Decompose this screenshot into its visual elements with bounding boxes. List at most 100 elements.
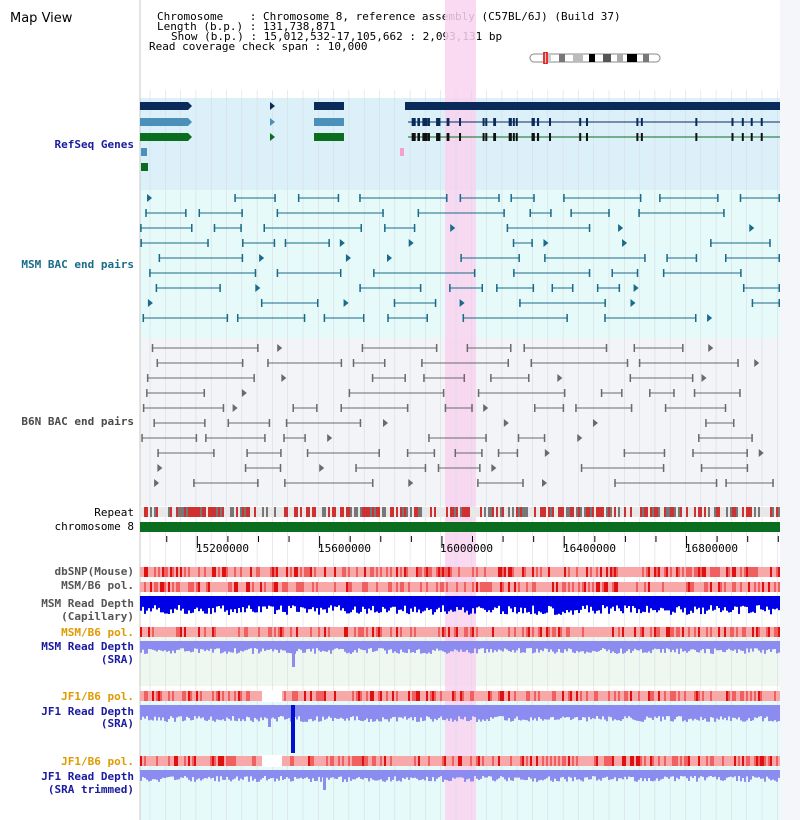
- jf1-depth-trim-bar: [610, 770, 612, 780]
- msm-depth-cap-bar: [564, 596, 566, 614]
- msm-depth-sra-bar: [296, 641, 298, 652]
- msm-depth-sra-bar: [404, 641, 406, 653]
- jf1-pol-trim-cell: [430, 756, 432, 766]
- jf1-pol-trim-cell: [516, 756, 518, 766]
- repeat-element: [514, 507, 516, 517]
- msm-pol-sra-cell: [148, 627, 150, 637]
- msm-bac-pair-end: [254, 269, 257, 277]
- msm-pol-cell: [170, 582, 172, 592]
- jf1-depth-bar: [492, 705, 494, 719]
- msm-pol-sra-cell: [600, 627, 602, 637]
- dbsnp-cell: [414, 567, 416, 577]
- jf1-pol-cell: [750, 691, 752, 701]
- msm-pol-sra-cell: [746, 627, 748, 637]
- dbsnp-cell: [554, 567, 556, 577]
- jf1-pol-trim-cell: [718, 756, 720, 766]
- jf1-pol-trim-cell: [762, 756, 764, 766]
- repeat-element: [282, 507, 284, 517]
- dbsnp-cell: [286, 567, 288, 577]
- jf1-depth-bar: [420, 705, 422, 718]
- jf1-depth-trim-bar: [384, 770, 386, 782]
- msm-pol-sra-cell: [178, 627, 180, 637]
- jf1-depth-bar: [320, 705, 322, 722]
- msm-bac-pair-end: [544, 254, 546, 262]
- msm-pol-cell: [660, 582, 662, 592]
- msm-pol-sra-cell: [470, 627, 472, 637]
- jf1-depth-bar: [226, 705, 228, 718]
- jf1-pol-trim-cell: [346, 756, 348, 766]
- msm-bac-pair-end: [459, 299, 465, 307]
- msm-pol-cell: [602, 582, 604, 592]
- msm-pol-sra-cell: [450, 627, 452, 637]
- jf1-pol-trim-cell: [398, 756, 400, 766]
- b6n-bac-pair-end: [739, 389, 741, 397]
- dbsnp-cell: [182, 567, 184, 577]
- jf1-pol-trim-cell: [542, 756, 544, 766]
- repeat-element: [358, 507, 360, 517]
- msm-pol-sra-cell: [608, 627, 610, 637]
- b6n-bac-pair-end: [203, 389, 206, 397]
- repeat-element: [616, 507, 618, 517]
- msm-pol-cell: [342, 582, 344, 592]
- msm-depth-cap-bar: [540, 596, 542, 613]
- b6n-bac-pair-end: [268, 419, 271, 427]
- repeat-element: [618, 507, 620, 517]
- jf1-depth-trim-bar: [732, 770, 734, 778]
- msm-pol-cell: [302, 582, 304, 592]
- msm-pol-sra-cell: [524, 627, 526, 637]
- dbsnp-cell: [230, 567, 232, 577]
- jf1-pol-trim-cell: [688, 756, 690, 766]
- dbsnp-cell: [358, 567, 360, 577]
- msm-pol-sra-cell: [350, 627, 352, 637]
- jf1-pol-cell: [734, 691, 736, 701]
- jf1-depth-trim-bar: [504, 770, 506, 780]
- msm-pol-sra-cell: [512, 627, 514, 637]
- msm-pol-sra-cell: [292, 627, 294, 637]
- jf1-depth-trim-bar: [146, 770, 148, 780]
- msm-pol-cell: [408, 582, 410, 592]
- msm-depth-cap-bar: [310, 596, 312, 610]
- jf1-depth-bar: [436, 705, 438, 721]
- b6n-bac-pair-end: [649, 389, 651, 397]
- jf1-depth-trim-bar: [312, 770, 314, 779]
- jf1-depth-trim-bar: [194, 770, 196, 782]
- msm-pol-cell: [696, 582, 698, 592]
- jf1-pol-cell: [184, 691, 186, 701]
- jf1-pol-cell: [240, 691, 242, 701]
- msm-depth-sra-bar: [728, 641, 730, 649]
- repeat-element: [592, 507, 594, 517]
- msm-pol-cell: [298, 582, 300, 592]
- repeat-element: [264, 507, 266, 517]
- dbsnp-cell: [206, 567, 208, 577]
- msm-depth-cap-bar: [572, 596, 574, 615]
- jf1-depth-bar: [772, 705, 774, 722]
- jf1-pol-cell: [312, 691, 314, 701]
- jf1-depth-trim-bar: [382, 770, 384, 782]
- msm-bac-pair-end: [550, 209, 552, 217]
- jf1-pol-trim-cell: [380, 756, 382, 766]
- jf1-depth-trim-bar: [374, 770, 376, 781]
- jf1-depth-trim-bar: [766, 770, 768, 777]
- jf1-depth-bar: [608, 705, 610, 717]
- jf1-depth-trim-bar: [600, 770, 602, 781]
- jf1-depth-trim-bar: [536, 770, 538, 782]
- jf1-pol-trim-cell: [360, 756, 362, 766]
- jf1-depth-bar: [680, 705, 682, 717]
- msm-pol-cell: [338, 582, 340, 592]
- dbsnp-cell: [370, 567, 372, 577]
- jf1-pol-cell: [626, 691, 628, 701]
- jf1-pol-trim-cell: [778, 756, 780, 766]
- repeat-element: [254, 507, 256, 517]
- msm-depth-cap-bar: [754, 596, 756, 613]
- chromosome-ideogram[interactable]: [529, 52, 661, 64]
- msm-bac-pair-end: [274, 194, 276, 202]
- refseq-exon: [427, 133, 430, 141]
- msm-pol-sra-cell: [196, 627, 198, 637]
- jf1-depth-bar: [776, 705, 778, 722]
- repeat-element: [150, 507, 152, 517]
- jf1-depth-trim-bar: [630, 770, 632, 778]
- msm-depth-sra-bar: [600, 641, 602, 650]
- jf1-depth-bar: [158, 705, 160, 718]
- msm-pol-cell: [346, 582, 348, 592]
